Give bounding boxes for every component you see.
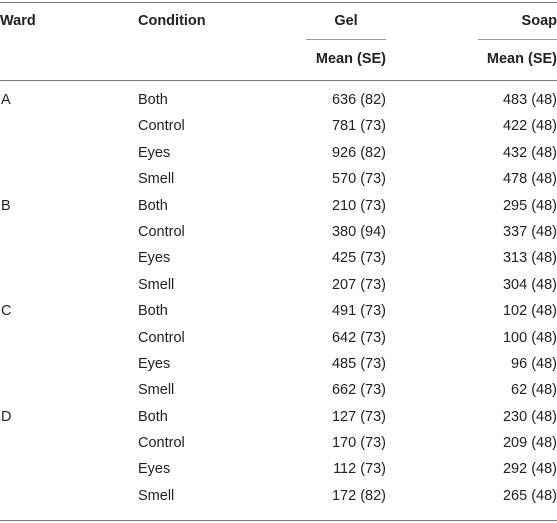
table-row: B Both 210 (73) 295 (48) bbox=[0, 197, 557, 223]
condition-cell: Eyes bbox=[138, 355, 171, 372]
column-header-soap: Soap bbox=[521, 13, 557, 29]
header-body-rule bbox=[0, 80, 557, 81]
column-subheader-soap-mean-se: Mean (SE) bbox=[486, 51, 557, 67]
table-row: Smell 172 (82) 265 (48) bbox=[0, 487, 557, 513]
ward-cell: C bbox=[1, 303, 12, 320]
condition-cell: Smell bbox=[138, 487, 175, 504]
soap-mean-se-cell: 295 (48) bbox=[502, 197, 557, 214]
ward-cell: B bbox=[1, 197, 11, 214]
soap-mean-se-cell: 265 (48) bbox=[502, 487, 557, 504]
gel-mean-se-cell: 636 (82) bbox=[331, 92, 386, 108]
table-row: Eyes 485 (73) 96 (48) bbox=[0, 355, 557, 381]
table-row: Smell 570 (73) 478 (48) bbox=[0, 170, 557, 196]
table-row: Smell 662 (73) 62 (48) bbox=[0, 381, 557, 407]
soap-mean-se-cell: 100 (48) bbox=[502, 329, 557, 346]
soap-header-underline bbox=[478, 39, 557, 40]
table-row: C Both 491 (73) 102 (48) bbox=[0, 302, 557, 328]
gel-mean-se-cell: 781 (73) bbox=[331, 118, 386, 135]
condition-cell: Eyes bbox=[138, 144, 171, 161]
gel-mean-se-cell: 127 (73) bbox=[331, 408, 386, 425]
gel-mean-se-cell: 207 (73) bbox=[331, 276, 386, 293]
condition-cell: Control bbox=[138, 118, 185, 135]
gel-mean-se-cell: 172 (82) bbox=[331, 487, 386, 504]
table-row: Control 380 (94) 337 (48) bbox=[0, 223, 557, 249]
condition-cell: Both bbox=[138, 303, 168, 320]
table-row: A Both 636 (82) 483 (48) bbox=[0, 91, 557, 117]
soap-mean-se-cell: 478 (48) bbox=[502, 171, 557, 188]
soap-mean-se-cell: 102 (48) bbox=[502, 303, 557, 320]
condition-cell: Control bbox=[138, 435, 185, 452]
column-header-condition: Condition bbox=[138, 13, 206, 29]
condition-cell: Eyes bbox=[138, 461, 171, 478]
soap-mean-se-cell: 337 (48) bbox=[502, 223, 557, 240]
condition-cell: Control bbox=[138, 329, 185, 346]
column-header-gel: Gel bbox=[334, 13, 358, 29]
condition-cell: Smell bbox=[138, 171, 175, 188]
table-row: Eyes 112 (73) 292 (48) bbox=[0, 460, 557, 486]
condition-cell: Eyes bbox=[138, 250, 171, 267]
gel-mean-se-cell: 170 (73) bbox=[331, 435, 386, 452]
condition-cell: Smell bbox=[138, 276, 175, 293]
table-row: Control 781 (73) 422 (48) bbox=[0, 117, 557, 143]
gel-header-underline bbox=[306, 39, 386, 40]
table-top-rule bbox=[0, 2, 557, 3]
gel-mean-se-cell: 485 (73) bbox=[331, 355, 386, 372]
condition-cell: Both bbox=[138, 92, 168, 108]
gel-mean-se-cell: 926 (82) bbox=[331, 144, 386, 161]
column-header-ward: Ward bbox=[0, 13, 36, 29]
table-row: Control 170 (73) 209 (48) bbox=[0, 434, 557, 460]
ward-cell: A bbox=[1, 92, 11, 108]
soap-mean-se-cell: 422 (48) bbox=[502, 118, 557, 135]
gel-mean-se-cell: 570 (73) bbox=[331, 171, 386, 188]
gel-mean-se-cell: 210 (73) bbox=[331, 197, 386, 214]
condition-cell: Both bbox=[138, 408, 168, 425]
table-row: Eyes 425 (73) 313 (48) bbox=[0, 249, 557, 275]
soap-mean-se-cell: 230 (48) bbox=[502, 408, 557, 425]
condition-cell: Both bbox=[138, 197, 168, 214]
table-body: A Both 636 (82) 483 (48) Control 781 (73) 422 … bbox=[0, 91, 557, 513]
table-row: D Both 127 (73) 230 (48) bbox=[0, 408, 557, 434]
gel-mean-se-cell: 491 (73) bbox=[331, 303, 386, 320]
soap-mean-se-cell: 432 (48) bbox=[502, 144, 557, 161]
soap-mean-se-cell: 96 (48) bbox=[511, 355, 557, 372]
gel-mean-se-cell: 380 (94) bbox=[331, 223, 386, 240]
soap-mean-se-cell: 304 (48) bbox=[502, 276, 557, 293]
soap-mean-se-cell: 292 (48) bbox=[502, 461, 557, 478]
column-subheader-gel-mean-se: Mean (SE) bbox=[315, 51, 386, 67]
gel-mean-se-cell: 662 (73) bbox=[331, 382, 386, 399]
table-row: Control 642 (73) 100 (48) bbox=[0, 329, 557, 355]
table-bottom-rule bbox=[0, 520, 557, 521]
ward-cell: D bbox=[1, 408, 12, 425]
condition-cell: Control bbox=[138, 223, 185, 240]
gel-mean-se-cell: 642 (73) bbox=[331, 329, 386, 346]
table-row: Smell 207 (73) 304 (48) bbox=[0, 276, 557, 302]
condition-cell: Smell bbox=[138, 382, 175, 399]
table-row: Eyes 926 (82) 432 (48) bbox=[0, 144, 557, 170]
gel-mean-se-cell: 112 (73) bbox=[333, 461, 386, 478]
soap-mean-se-cell: 209 (48) bbox=[502, 435, 557, 452]
gel-mean-se-cell: 425 (73) bbox=[331, 250, 386, 267]
soap-mean-se-cell: 483 (48) bbox=[502, 92, 557, 108]
soap-mean-se-cell: 62 (48) bbox=[511, 382, 557, 399]
soap-mean-se-cell: 313 (48) bbox=[502, 250, 557, 267]
